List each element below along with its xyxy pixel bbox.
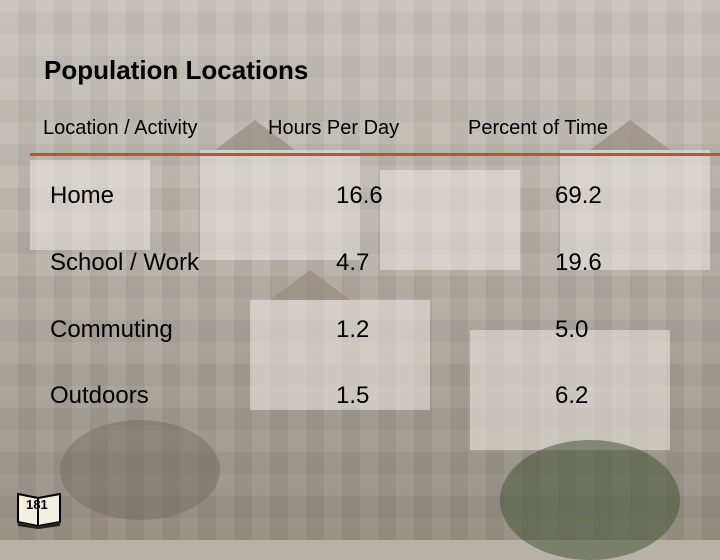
book-icon [17,492,61,529]
background-roof [215,120,295,150]
page-title: Population Locations [44,55,309,85]
cell-percent: 6.2 [555,382,589,409]
background-house [250,300,430,410]
background-house [200,150,360,260]
background-house [380,170,520,270]
background-tree [60,420,220,520]
cell-hours: 1.2 [336,316,370,343]
cell-percent: 19.6 [555,249,602,276]
header-divider [30,153,720,156]
background-house [470,330,670,450]
background-tree [500,440,680,560]
cell-location: Commuting [50,316,173,343]
column-header-location: Location / Activity [43,117,198,139]
column-header-percent: Percent of Time [468,117,609,139]
background-house [560,150,710,270]
page-number: 181 [26,497,48,512]
background-roof [270,270,350,300]
cell-hours: 16.6 [336,182,383,209]
background-house [30,160,150,250]
cell-hours: 4.7 [336,249,370,276]
cell-percent: 5.0 [555,316,589,343]
background-roof [590,120,670,150]
cell-location: Outdoors [50,382,149,409]
cell-location: School / Work [50,249,199,276]
column-header-hours: Hours Per Day [268,117,400,139]
cell-percent: 69.2 [555,182,602,209]
cell-hours: 1.5 [336,382,370,409]
cell-location: Home [50,182,115,209]
